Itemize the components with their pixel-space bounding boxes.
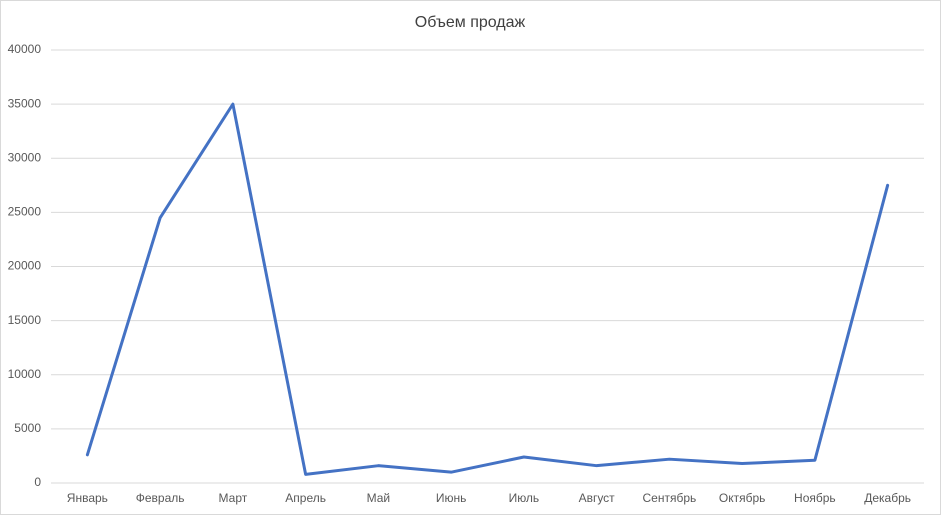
- line-series: [85, 102, 890, 476]
- y-tick-label: 25000: [8, 205, 42, 219]
- x-tick-label: Октябрь: [719, 491, 766, 505]
- chart-title: Объем продаж: [415, 14, 526, 31]
- x-tick-label: Январь: [67, 491, 108, 505]
- x-tick-label: Август: [579, 491, 616, 505]
- x-tick-label: Июль: [509, 491, 540, 505]
- x-tick-label: Ноябрь: [794, 491, 836, 505]
- y-tick-label: 15000: [8, 313, 42, 327]
- y-tick-label: 30000: [8, 150, 42, 164]
- y-tick-label: 20000: [8, 259, 42, 273]
- x-tick-label: Сентябрь: [642, 491, 696, 505]
- x-tick-label: Март: [219, 491, 248, 505]
- y-tick-label: 0: [34, 475, 41, 489]
- y-tick-label: 10000: [8, 367, 42, 381]
- x-tick-label: Февраль: [136, 491, 185, 505]
- y-tick-label: 40000: [8, 42, 42, 56]
- x-tick-label: Июнь: [436, 491, 467, 505]
- y-tick-label: 35000: [8, 96, 42, 110]
- x-tick-label: Май: [367, 491, 391, 505]
- x-tick-label: Апрель: [285, 491, 326, 505]
- x-tick-label: Декабрь: [864, 491, 911, 505]
- y-tick-label: 5000: [14, 421, 41, 435]
